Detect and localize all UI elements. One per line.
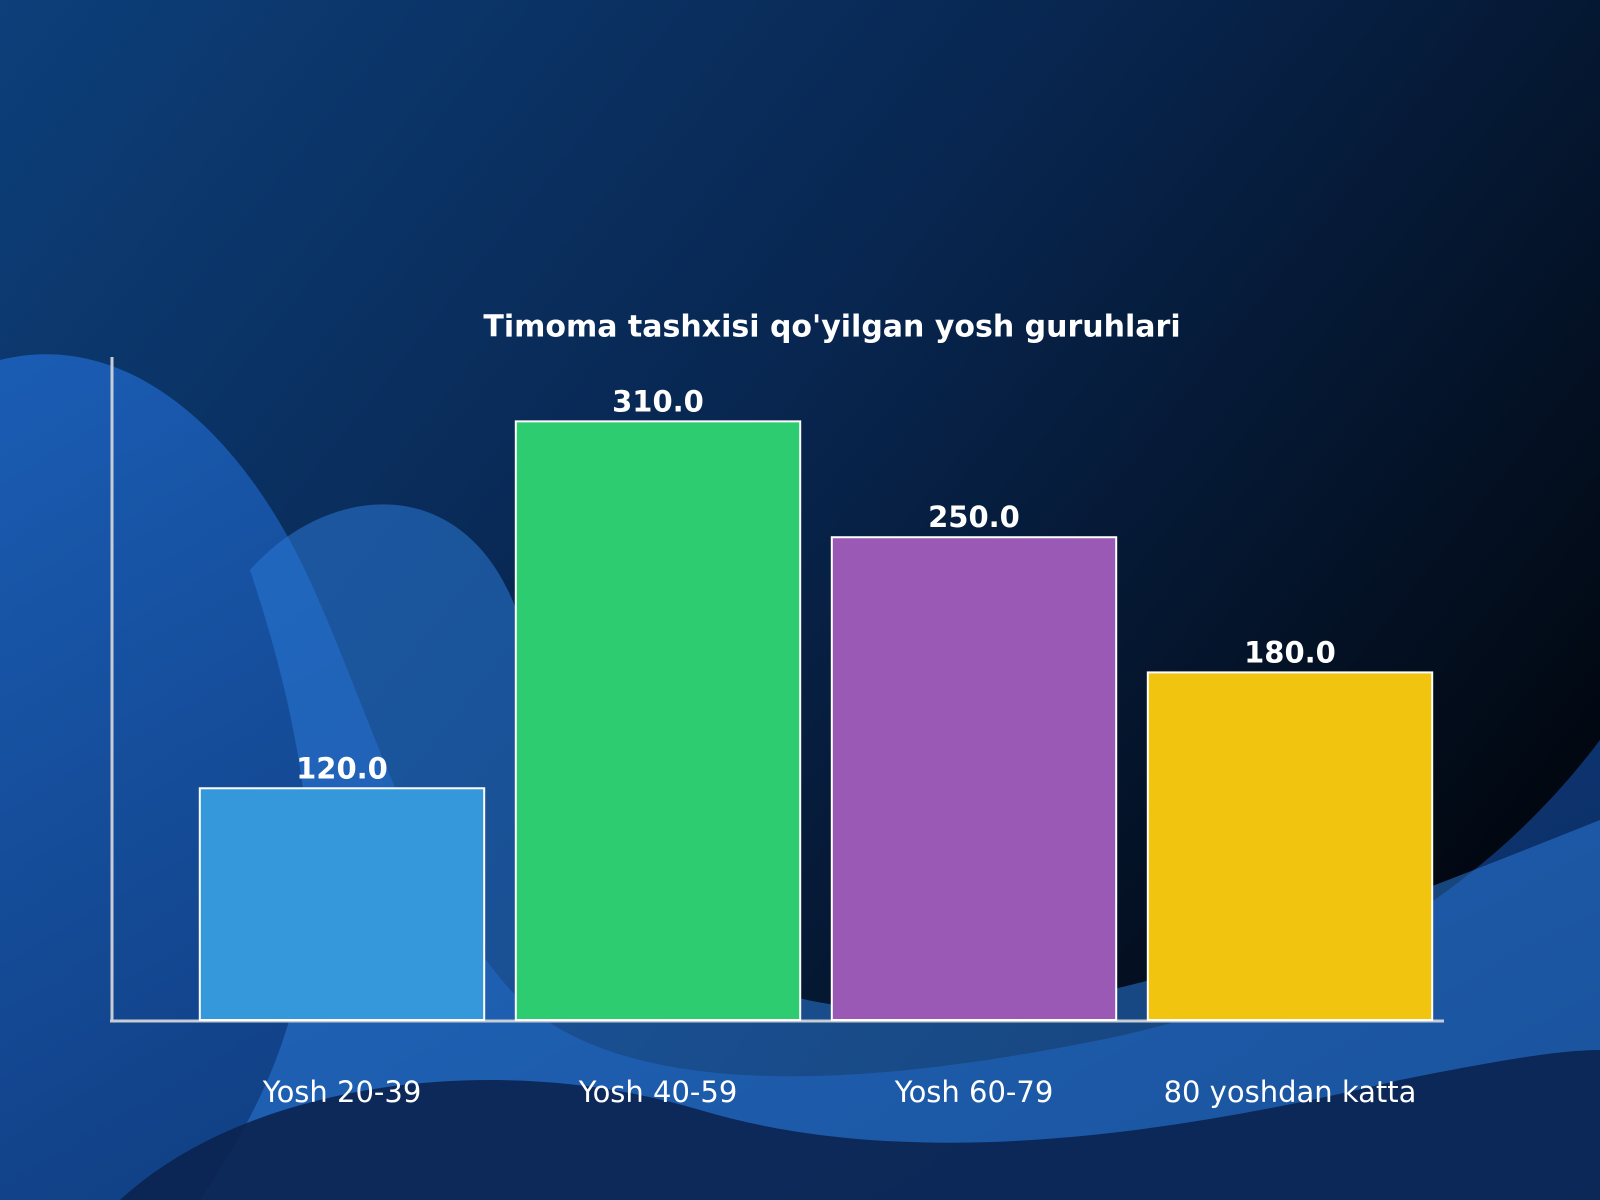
background-wave: [120, 1050, 1600, 1200]
background-wave: [200, 504, 1600, 1200]
value-label: 250.0: [928, 500, 1020, 534]
bar: [830, 536, 1118, 1022]
value-label: 310.0: [612, 384, 704, 418]
x-tick-label: Yosh 20-39: [262, 1075, 422, 1109]
x-tick-label: Yosh 60-79: [894, 1075, 1054, 1109]
bar: [198, 787, 486, 1021]
value-label: 120.0: [296, 751, 388, 785]
bar: [514, 420, 802, 1021]
chart-title: Timoma tashxisi qo'yilgan yosh guruhlari: [483, 310, 1180, 345]
x-tick-label: Yosh 40-59: [578, 1075, 738, 1109]
x-tick-label: 80 yoshdan katta: [1164, 1075, 1417, 1109]
bar: [1146, 671, 1434, 1021]
value-label: 180.0: [1244, 635, 1336, 669]
